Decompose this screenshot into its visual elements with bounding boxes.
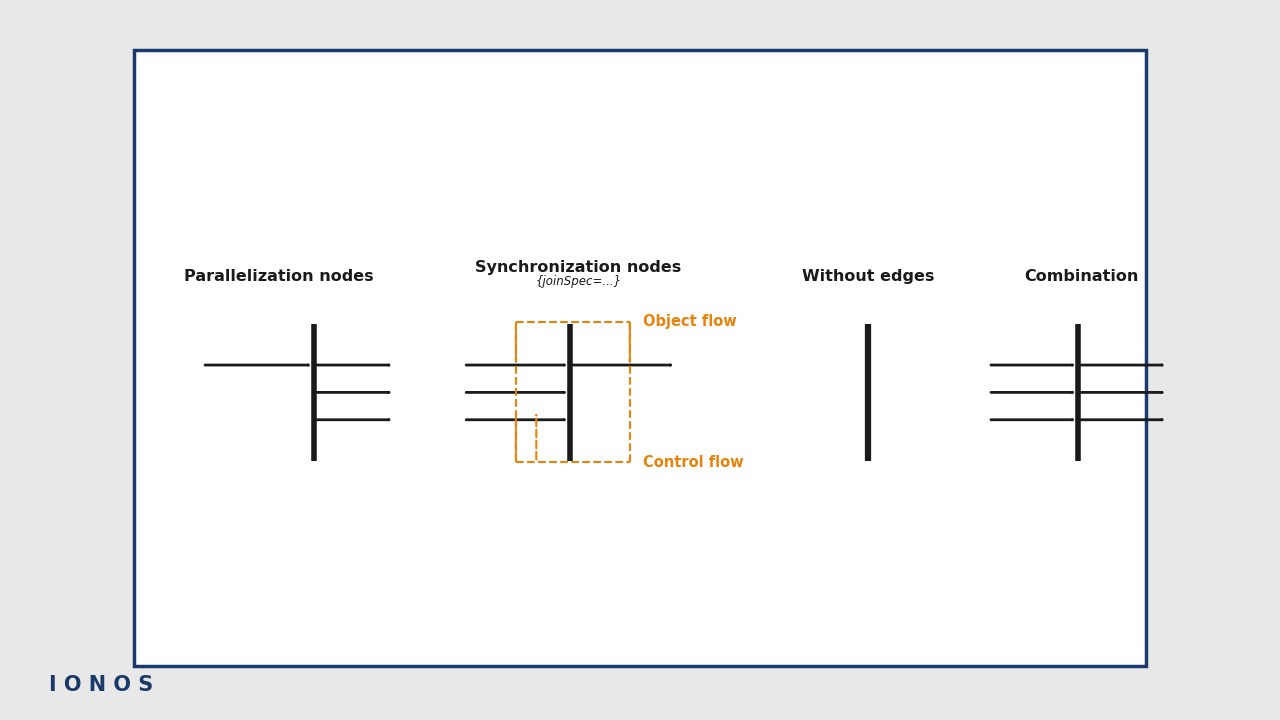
Text: Synchronization nodes: Synchronization nodes — [475, 260, 682, 275]
Text: Without edges: Without edges — [801, 269, 934, 284]
Text: Object flow: Object flow — [643, 315, 736, 329]
Text: Combination: Combination — [1024, 269, 1139, 284]
FancyBboxPatch shape — [134, 50, 1146, 666]
Text: Control flow: Control flow — [643, 455, 744, 469]
Text: I O N O S: I O N O S — [49, 675, 152, 696]
Text: Parallelization nodes: Parallelization nodes — [184, 269, 374, 284]
Text: {joinSpec=...}: {joinSpec=...} — [535, 275, 622, 288]
